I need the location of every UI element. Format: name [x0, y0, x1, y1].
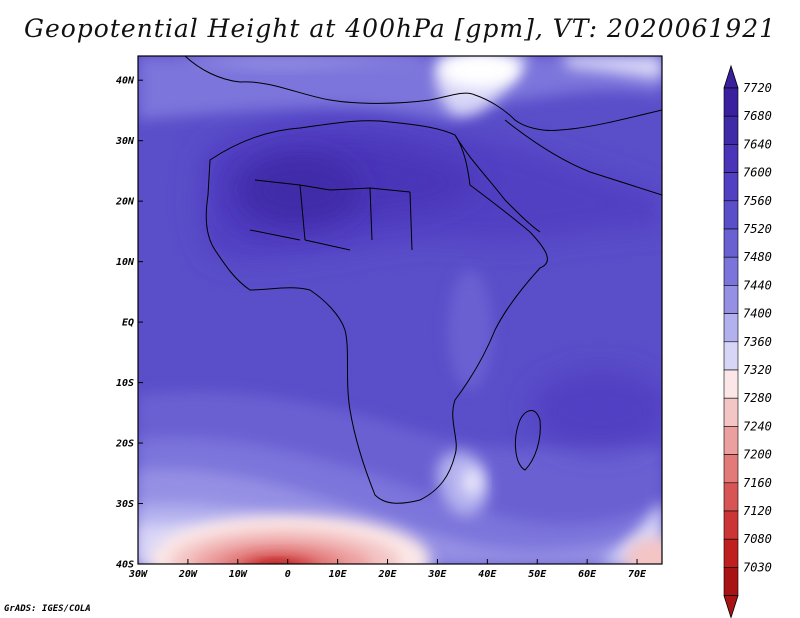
- lon-label: 10W: [229, 569, 248, 580]
- colorbar-label: 7560: [743, 194, 772, 208]
- colorbar-label: 7160: [743, 476, 772, 490]
- coastlines: [184, 56, 662, 504]
- lat-label: 40S: [116, 560, 134, 571]
- colorbar-label: 7520: [743, 222, 772, 236]
- colorbar-label: 7680: [743, 109, 772, 123]
- colorbar-bottom-arrow: [723, 595, 739, 618]
- latitude-axis: 40N 30N 20N 10N EQ 10S 20S 30S 40S: [115, 76, 143, 571]
- grads-credit: GrADS: IGES/COLA: [4, 604, 91, 614]
- colorbar: 7720 7680 7640 7600 7560 7520 7480 7440 7400 7360…: [723, 64, 772, 618]
- lon-label: 30E: [427, 569, 447, 580]
- colorbar-swatch: [723, 397, 739, 427]
- colorbar-label: 7240: [743, 419, 772, 433]
- lat-label: 10S: [116, 378, 134, 389]
- colorbar-swatch: [723, 115, 739, 145]
- colorbar-swatch: [723, 144, 739, 173]
- colorbar-swatch: [723, 454, 739, 484]
- colorbar-swatch: [723, 538, 739, 568]
- colorbar-swatch: [723, 172, 739, 202]
- lat-label: 20S: [115, 439, 134, 450]
- lat-label: 30N: [115, 136, 135, 147]
- lat-label: 10N: [116, 257, 135, 268]
- colorbar-label: 7120: [743, 504, 772, 518]
- colorbar-label: 7480: [743, 250, 772, 264]
- lon-label: 30W: [128, 569, 148, 580]
- colorbar-label: 7600: [743, 166, 772, 180]
- lon-label: 60E: [578, 569, 597, 580]
- colorbar-swatch: [723, 510, 739, 540]
- colorbar-swatch: [723, 369, 739, 399]
- colorbar-label: 7440: [743, 278, 772, 292]
- colorbar-label: 7360: [743, 335, 772, 349]
- colorbar-label: 7280: [743, 391, 772, 405]
- longitude-axis: 30W 20W 10W 0 10E 20E 30E 40E 50E 60E 70E: [128, 559, 647, 580]
- colorbar-label: 7200: [743, 448, 772, 462]
- colorbar-label: 7640: [743, 137, 772, 151]
- colorbar-label: 7320: [743, 363, 772, 377]
- colorbar-label: 7080: [743, 532, 772, 546]
- lon-label: 20W: [178, 569, 198, 580]
- colorbar-swatch: [723, 482, 739, 512]
- lon-label: 40E: [478, 569, 497, 580]
- colorbar-swatch: [723, 341, 739, 371]
- colorbar-swatch: [723, 313, 739, 343]
- colorbar-swatch: [723, 567, 739, 596]
- height-field: [138, 56, 662, 564]
- lon-label: 20E: [377, 569, 397, 580]
- lon-label: 0: [285, 569, 291, 580]
- lat-label: EQ: [122, 318, 134, 329]
- lat-label: 20N: [115, 197, 135, 208]
- colorbar-label: 7030: [743, 560, 772, 574]
- lon-label: 70E: [628, 569, 647, 580]
- map-frame: [137, 55, 663, 565]
- colorbar-swatch: [723, 200, 739, 230]
- lat-label: 30S: [115, 499, 134, 510]
- colorbar-swatch: [723, 285, 739, 314]
- lat-label: 40N: [116, 76, 135, 87]
- colorbar-top-arrow: [723, 64, 739, 89]
- colorbar-label: 7720: [743, 81, 772, 95]
- colorbar-swatch: [723, 228, 739, 258]
- colorbar-swatch: [723, 256, 739, 286]
- colorbar-swatch: [723, 87, 739, 117]
- map-title: Geopotential Height at 400hPa [gpm], VT:…: [23, 14, 777, 43]
- colorbar-swatch: [723, 426, 739, 455]
- colorbar-label: 7400: [743, 307, 772, 321]
- lon-label: 10E: [329, 569, 348, 580]
- lon-label: 50E: [528, 569, 547, 580]
